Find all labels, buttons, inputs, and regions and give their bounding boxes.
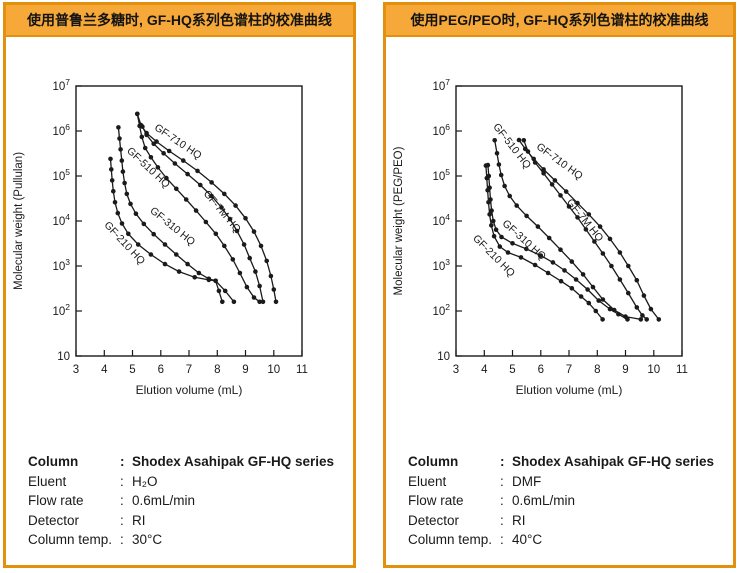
info-value: Shodex Asahipak GF-HQ series bbox=[132, 454, 335, 469]
info-value: RI bbox=[132, 512, 146, 528]
svg-text:11: 11 bbox=[676, 364, 688, 376]
svg-text:104: 104 bbox=[432, 212, 450, 228]
panel-header-peg-peo: 使用PEG/PEO时, GF-HQ系列色谱柱的校准曲线 bbox=[386, 5, 733, 37]
info-colon: : bbox=[500, 454, 505, 469]
svg-text:3: 3 bbox=[73, 364, 79, 376]
svg-text:6: 6 bbox=[538, 364, 544, 376]
info-row-eluent: Eluent: DMF bbox=[408, 472, 714, 492]
svg-text:10: 10 bbox=[57, 351, 70, 363]
calibration-chart-peg-peo: 10 102 103 104 105 106 107 3 4 5 6 7 8 9 10 11 Elution v… bbox=[393, 77, 688, 397]
svg-text:Elution volume (mL): Elution volume (mL) bbox=[136, 383, 243, 397]
svg-text:103: 103 bbox=[52, 257, 70, 273]
svg-text:GF-310 HQ: GF-310 HQ bbox=[148, 205, 198, 248]
info-row-eluent: Eluent: H₂O bbox=[28, 472, 334, 492]
svg-text:106: 106 bbox=[52, 122, 70, 138]
info-row-detector: Detector: RI bbox=[408, 511, 714, 531]
info-row-flow-rate: Flow rate:0.6mL/min bbox=[28, 491, 334, 511]
info-value: Shodex Asahipak GF-HQ series bbox=[512, 454, 715, 469]
info-label: Column bbox=[28, 454, 79, 469]
info-table-peg-peo: Column: Shodex Asahipak GF-HQ series Elue… bbox=[408, 452, 714, 550]
svg-text:105: 105 bbox=[432, 167, 450, 183]
info-value: 0.6mL/min bbox=[132, 493, 196, 508]
info-value: 30°C bbox=[132, 532, 163, 547]
info-label: Flow rate bbox=[28, 493, 84, 508]
svg-text:4: 4 bbox=[101, 364, 108, 376]
info-value: 0.6mL/min bbox=[512, 493, 576, 508]
svg-text:GF-710 HQ: GF-710 HQ bbox=[534, 141, 585, 183]
svg-text:5: 5 bbox=[509, 364, 515, 376]
info-colon: : bbox=[120, 532, 124, 547]
svg-text:GF-7M HQ: GF-7M HQ bbox=[201, 188, 243, 235]
svg-text:11: 11 bbox=[296, 364, 308, 376]
svg-text:6: 6 bbox=[158, 364, 164, 376]
info-label: Column bbox=[408, 454, 459, 469]
svg-text:9: 9 bbox=[622, 364, 628, 376]
svg-text:Molecular weight (PEG/PEO): Molecular weight (PEG/PEO) bbox=[393, 146, 405, 295]
panel-header-pullulan: 使用普鲁兰多糖时, GF-HQ系列色谱柱的校准曲线 bbox=[6, 5, 353, 37]
svg-text:GF-7M HQ: GF-7M HQ bbox=[564, 197, 606, 244]
calibration-chart-pullulan: 10 102 103 104 105 106 107 3 4 5 6 7 8 9 10 11 Elution v… bbox=[13, 77, 308, 397]
svg-text:102: 102 bbox=[432, 302, 450, 318]
info-row-column-temp: Column temp.:40°C bbox=[408, 530, 714, 550]
svg-text:106: 106 bbox=[432, 122, 450, 138]
svg-text:104: 104 bbox=[52, 212, 70, 228]
svg-text:102: 102 bbox=[52, 302, 70, 318]
info-row-column: Column: Shodex Asahipak GF-HQ series bbox=[408, 452, 714, 472]
info-colon: : bbox=[120, 454, 125, 469]
info-label: Detector bbox=[408, 512, 460, 528]
info-colon: : bbox=[120, 473, 124, 489]
svg-text:107: 107 bbox=[52, 77, 70, 93]
info-label: Eluent bbox=[28, 473, 67, 489]
svg-text:10: 10 bbox=[437, 351, 450, 363]
info-label: Detector bbox=[28, 512, 80, 528]
info-label: Flow rate bbox=[408, 493, 464, 508]
info-colon: : bbox=[500, 532, 504, 547]
svg-text:107: 107 bbox=[432, 77, 450, 93]
info-row-column: Column: Shodex Asahipak GF-HQ series bbox=[28, 452, 334, 472]
svg-text:GF-210 HQ: GF-210 HQ bbox=[470, 233, 517, 280]
svg-text:105: 105 bbox=[52, 167, 70, 183]
info-colon: : bbox=[120, 512, 124, 528]
info-row-column-temp: Column temp.:30°C bbox=[28, 530, 334, 550]
svg-text:10: 10 bbox=[267, 364, 280, 376]
info-row-detector: Detector: RI bbox=[28, 511, 334, 531]
info-table-pullulan: Column: Shodex Asahipak GF-HQ series Elue… bbox=[28, 452, 334, 550]
svg-text:GF-710 HQ: GF-710 HQ bbox=[152, 122, 204, 162]
svg-text:9: 9 bbox=[242, 364, 248, 376]
info-colon: : bbox=[120, 493, 124, 508]
info-colon: : bbox=[500, 512, 504, 528]
info-row-flow-rate: Flow rate:0.6mL/min bbox=[408, 491, 714, 511]
svg-text:Molecular weight (Pullulan): Molecular weight (Pullulan) bbox=[13, 152, 25, 290]
svg-text:7: 7 bbox=[186, 364, 192, 376]
info-label: Column temp. bbox=[28, 532, 113, 547]
svg-text:8: 8 bbox=[594, 364, 600, 376]
svg-text:10: 10 bbox=[647, 364, 660, 376]
info-label: Eluent bbox=[408, 473, 447, 489]
panel-peg-peo: 使用PEG/PEO时, GF-HQ系列色谱柱的校准曲线 10 102 103 104 1… bbox=[383, 2, 736, 568]
info-label: Column temp. bbox=[408, 532, 493, 547]
info-colon: : bbox=[500, 473, 504, 489]
svg-text:3: 3 bbox=[453, 364, 459, 376]
info-value: 40°C bbox=[512, 532, 543, 547]
info-value: RI bbox=[512, 512, 526, 528]
svg-text:103: 103 bbox=[432, 257, 450, 273]
svg-text:Elution volume (mL): Elution volume (mL) bbox=[516, 383, 623, 397]
svg-text:4: 4 bbox=[481, 364, 488, 376]
svg-text:8: 8 bbox=[214, 364, 220, 376]
info-value: H₂O bbox=[132, 473, 158, 489]
svg-text:7: 7 bbox=[566, 364, 572, 376]
panel-pullulan: 使用普鲁兰多糖时, GF-HQ系列色谱柱的校准曲线 10 102 103 104 105… bbox=[3, 2, 356, 568]
svg-text:5: 5 bbox=[129, 364, 135, 376]
info-colon: : bbox=[500, 493, 504, 508]
info-value: DMF bbox=[512, 473, 542, 489]
